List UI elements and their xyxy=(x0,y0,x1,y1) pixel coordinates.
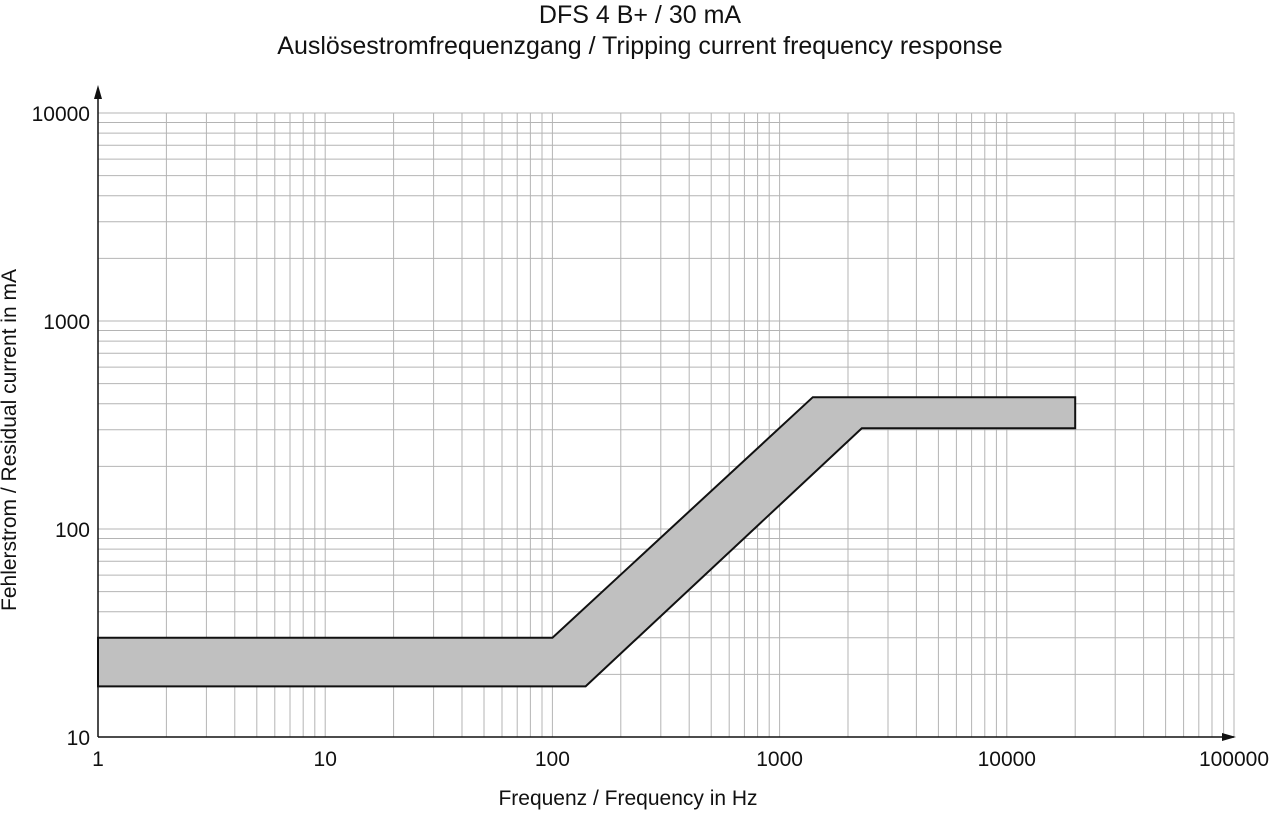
y-tick-label: 1000 xyxy=(43,311,90,334)
grid xyxy=(98,112,1235,737)
band-layer xyxy=(97,396,1077,688)
chart-title: DFS 4 B+ / 30 mA xyxy=(538,1,742,29)
x-tick-label: 100000 xyxy=(1199,748,1269,771)
x-tick-label: 100 xyxy=(535,748,570,771)
x-tick-label: 1000 xyxy=(756,748,803,771)
x-axis-arrow xyxy=(1222,733,1236,741)
tripping-band xyxy=(97,396,1077,688)
x-tick-label: 10000 xyxy=(978,748,1036,771)
axes xyxy=(94,85,1236,741)
chart-subtitle: Auslösestromfrequenzgang / Tripping curr… xyxy=(277,32,1003,60)
y-axis-arrow xyxy=(94,85,102,99)
y-axis-label: Fehlerstrom / Residual current in mA xyxy=(0,269,21,611)
x-tick-label: 1 xyxy=(92,748,104,771)
y-tick-label: 10000 xyxy=(32,103,90,126)
x-tick-label: 10 xyxy=(314,748,337,771)
x-axis-label: Frequenz / Frequency in Hz xyxy=(498,787,758,810)
y-tick-label: 10 xyxy=(67,727,90,750)
y-tick-label: 100 xyxy=(55,519,90,542)
